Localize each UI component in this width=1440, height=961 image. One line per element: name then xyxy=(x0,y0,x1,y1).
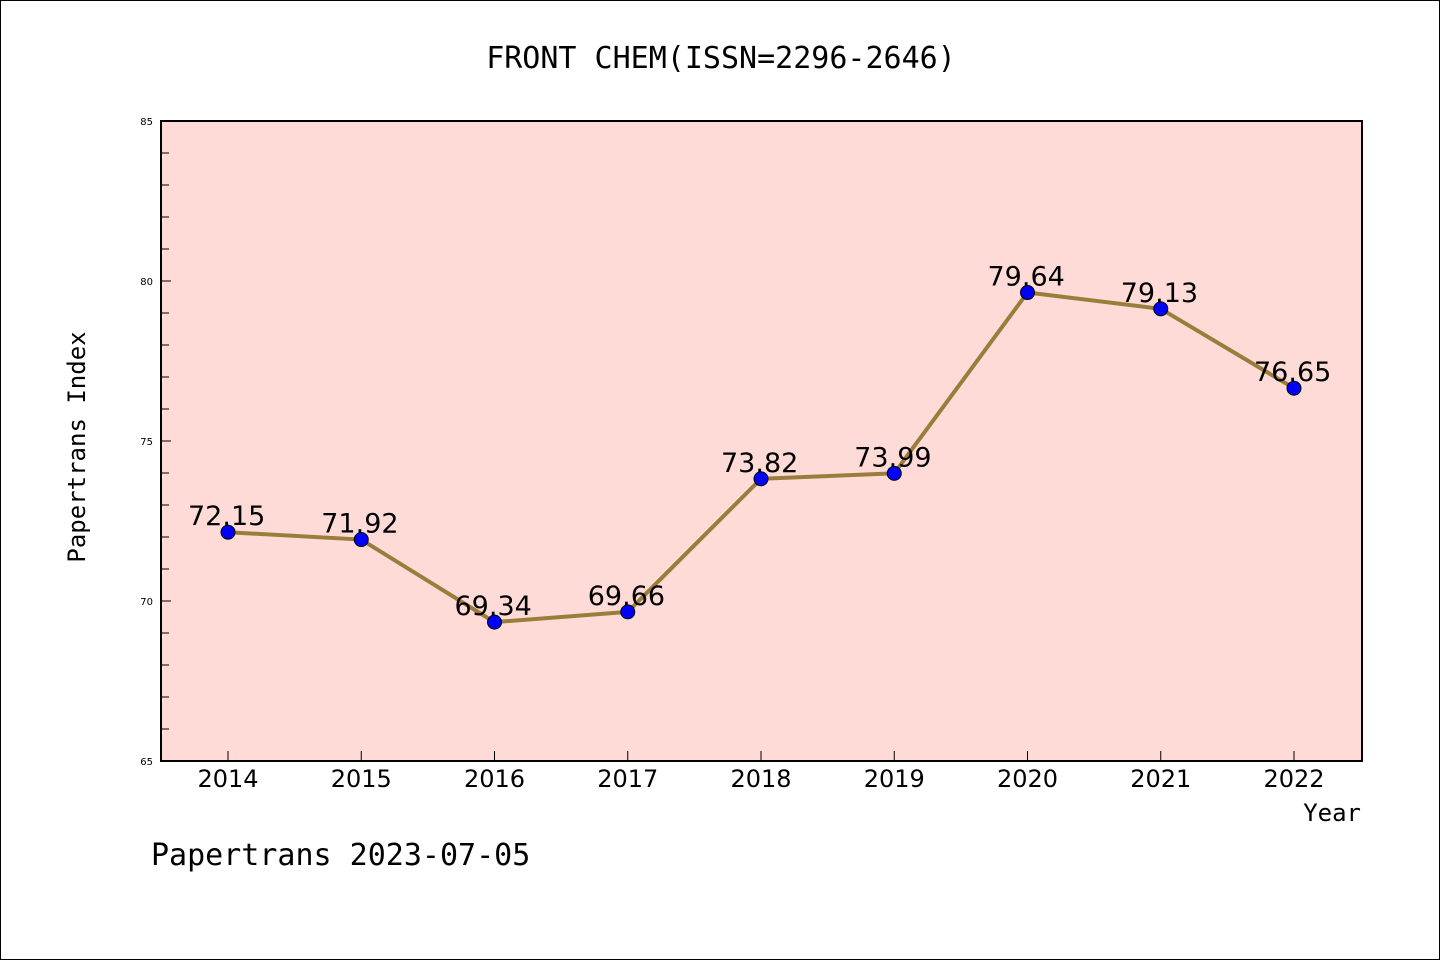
data-point xyxy=(353,532,369,548)
x-axis: 2014 2015 2016 2017 2018 2019 2020 2021 2022 xyxy=(197,751,1325,793)
x-tick-label: 2022 xyxy=(1263,765,1324,793)
data-points: 72.15 71.92 69.34 69.66 73.82 73.99 79.64 79.13… xyxy=(188,262,1331,630)
data-point xyxy=(753,471,769,487)
data-label: 79.13 xyxy=(1121,278,1198,309)
y-tick-label: 75 xyxy=(140,437,153,448)
y-tick-label: 70 xyxy=(140,597,153,608)
data-point xyxy=(1153,301,1169,317)
data-point xyxy=(620,604,636,620)
data-label: 76.65 xyxy=(1254,357,1331,388)
data-point xyxy=(1286,380,1302,396)
data-label: 73.82 xyxy=(721,448,798,479)
data-label: 73.99 xyxy=(854,442,931,473)
chart-title: FRONT CHEM(ISSN=2296-2646) xyxy=(486,41,956,76)
data-label: 72.15 xyxy=(188,501,265,532)
y-axis: 65 70 75 80 85 xyxy=(140,117,171,768)
y-tick-label: 80 xyxy=(140,277,153,288)
footer-text: Papertrans 2023-07-05 xyxy=(151,838,530,873)
y-axis-label: Papertrans Index xyxy=(63,331,91,562)
x-tick-label: 2017 xyxy=(597,765,658,793)
x-tick-label: 2014 xyxy=(197,765,258,793)
x-tick-label: 2015 xyxy=(331,765,392,793)
data-label: 69.34 xyxy=(455,591,532,622)
data-point xyxy=(1020,285,1035,301)
y-tick-label: 85 xyxy=(140,117,153,128)
x-axis-label: Year xyxy=(1303,799,1361,827)
data-label: 69.66 xyxy=(588,581,665,612)
x-tick-label: 2016 xyxy=(464,765,525,793)
data-point xyxy=(487,614,502,630)
plot-area xyxy=(160,120,1363,762)
x-tick-label: 2018 xyxy=(730,765,791,793)
x-tick-label: 2021 xyxy=(1130,765,1191,793)
x-tick-label: 2020 xyxy=(997,765,1058,793)
data-point xyxy=(886,465,902,481)
y-tick-label: 65 xyxy=(140,757,153,768)
data-label: 79.64 xyxy=(988,262,1065,293)
x-tick-label: 2019 xyxy=(864,765,925,793)
data-point xyxy=(220,524,236,540)
data-label: 71.92 xyxy=(321,509,398,540)
